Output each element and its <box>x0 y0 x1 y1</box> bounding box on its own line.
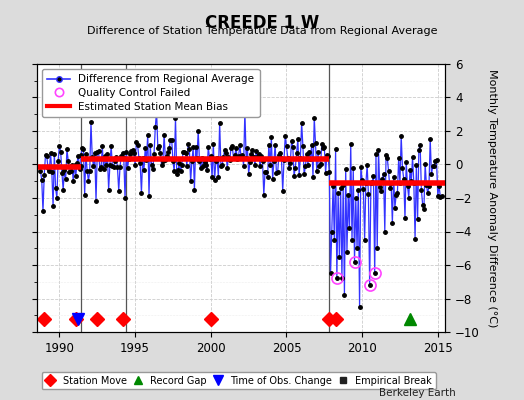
Text: Berkeley Earth: Berkeley Earth <box>379 388 456 398</box>
Text: CREEDE 1 W: CREEDE 1 W <box>205 14 319 32</box>
Y-axis label: Monthly Temperature Anomaly Difference (°C): Monthly Temperature Anomaly Difference (… <box>487 69 497 327</box>
Text: Difference of Station Temperature Data from Regional Average: Difference of Station Temperature Data f… <box>87 26 437 36</box>
Legend: Station Move, Record Gap, Time of Obs. Change, Empirical Break: Station Move, Record Gap, Time of Obs. C… <box>41 372 436 390</box>
